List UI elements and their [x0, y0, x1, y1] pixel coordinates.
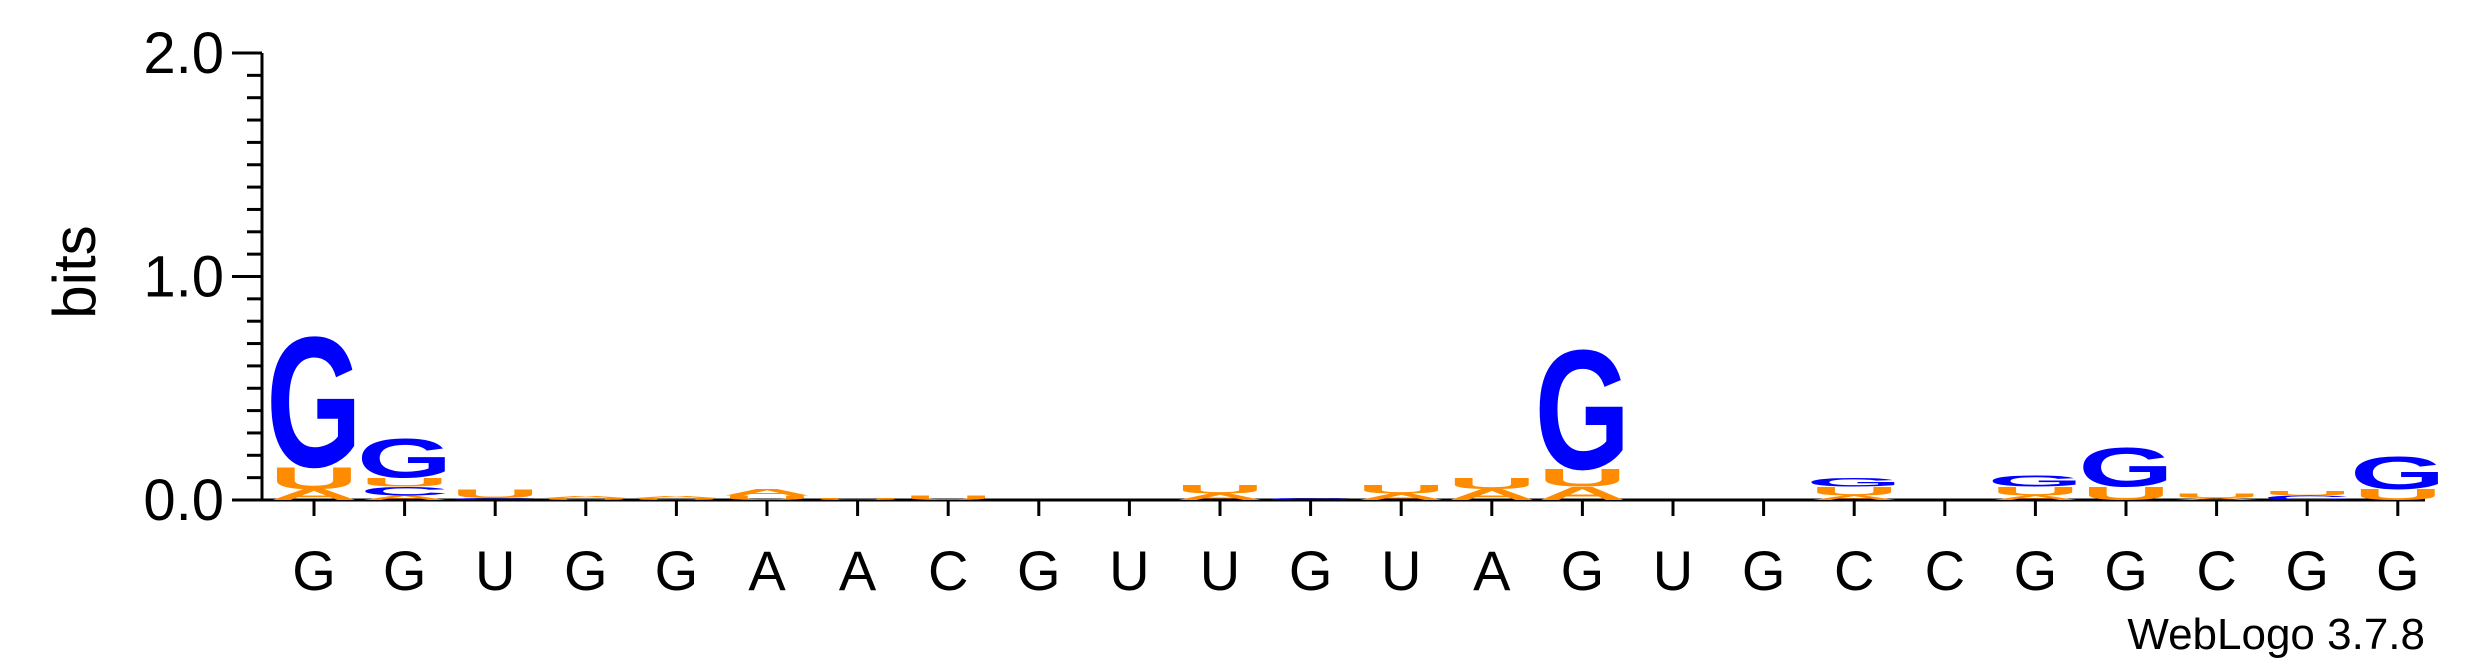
x-tick-label: U [1200, 539, 1240, 602]
logo-letter-U: U [1991, 484, 2080, 498]
x-tick-label: G [1561, 539, 1605, 602]
x-tick-label: G [2285, 539, 2329, 602]
logo-letter-A: A [360, 494, 449, 501]
logo-letter-C: C [451, 497, 540, 500]
logo-letter-C: C [2263, 494, 2352, 501]
x-tick-label: C [1925, 539, 1965, 602]
logo-letter-A: A [1357, 492, 1446, 502]
logo-letter-U: U [270, 461, 359, 496]
logo-letter-A: A [541, 495, 630, 498]
logo-letter-U: U [2172, 492, 2261, 499]
y-tick-label: 0.0 [143, 468, 224, 533]
x-tick-label: U [1381, 539, 1421, 602]
logo-letter-C: C [360, 484, 449, 498]
logo-letter-U: U [541, 497, 630, 500]
logo-letter-G: G [1988, 473, 2084, 490]
weblogo-credit: WebLogo 3.7.8 [2127, 610, 2425, 659]
x-tick-label: G [2376, 539, 2420, 602]
logo-letter-U: U [451, 487, 540, 501]
x-tick-label: G [655, 539, 699, 602]
y-tick-label: 1.0 [143, 245, 224, 310]
x-tick-label: C [2196, 539, 2236, 602]
logo-letter-U: U [360, 475, 449, 489]
x-tick-label: A [748, 539, 786, 602]
logo-letter-U: U [904, 494, 993, 501]
y-axis-label: bits [41, 225, 108, 318]
x-tick-label: C [928, 539, 968, 602]
logo-letter-A: A [632, 495, 721, 498]
x-tick-label: G [2104, 539, 2148, 602]
logo-letter-U: U [1810, 484, 1899, 498]
logo-letter-A: A [2172, 497, 2261, 500]
logo-letter-G: G [357, 428, 453, 490]
logo-letter-U: U [723, 494, 812, 501]
logo-letter-U: U [813, 497, 902, 500]
y-tick-label: 2.0 [143, 21, 224, 86]
logo-letter-G: G [266, 299, 362, 507]
x-tick-label: G [1289, 539, 1333, 602]
x-tick-label: G [383, 539, 427, 602]
x-tick-label: C [1834, 539, 1874, 602]
logo-letter-G: G [1535, 314, 1631, 506]
x-tick-label: A [839, 539, 877, 602]
logo-letter-G: G [2350, 447, 2446, 499]
logo-letter-G: G [2078, 437, 2174, 499]
logo-letter-U: U [2353, 486, 2442, 503]
x-tick-label: G [564, 539, 608, 602]
x-tick-label: G [1017, 539, 1061, 602]
x-tick-label: A [1473, 539, 1511, 602]
logo-letter-A: A [1991, 494, 2080, 501]
logo-letter-U: U [1447, 475, 1536, 492]
logo-letter-U: U [2082, 483, 2171, 504]
logo-letter-U: U [632, 497, 721, 500]
logo-letter-A: A [1810, 494, 1899, 501]
logo-letter-G: G [1806, 475, 1902, 489]
logo-letter-A: A [1538, 483, 1627, 504]
logo-letter-U: U [2263, 490, 2352, 497]
logo-letter-U: U [1538, 464, 1627, 492]
logo-letter-A: A [723, 487, 812, 497]
x-tick-label: G [292, 539, 336, 602]
logo-letter-A: A [1176, 492, 1265, 502]
x-tick-label: U [475, 539, 515, 602]
logo-letter-A: A [1447, 486, 1536, 503]
logo-letter-U: U [1357, 482, 1446, 496]
logo-letter-U: U [1176, 482, 1265, 496]
x-tick-label: U [1653, 539, 1693, 602]
x-tick-label: G [1742, 539, 1786, 602]
logo-letter-C: C [1266, 497, 1355, 500]
logo-letter-A: A [270, 486, 359, 503]
x-tick-label: U [1109, 539, 1149, 602]
x-tick-label: G [2014, 539, 2058, 602]
